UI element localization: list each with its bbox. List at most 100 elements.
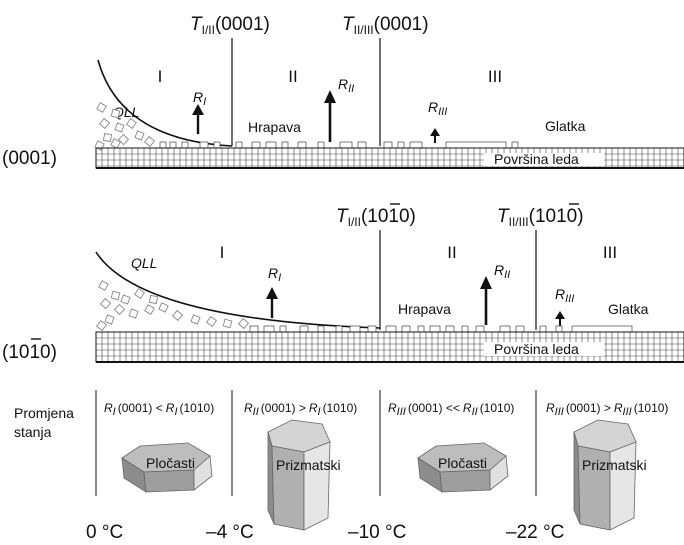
surface-step: [251, 141, 261, 149]
qll-droplet: [237, 317, 250, 330]
surface-step: [417, 325, 425, 333]
habit-crystal-prism-2: Prizmatski: [573, 419, 647, 531]
bottom-row-label: (1010): [2, 342, 57, 363]
surface-step: [349, 325, 361, 333]
surface-step: [213, 141, 221, 149]
top-arrow-r2: [324, 90, 336, 142]
habit-crystal-plate-2: Pločasti: [417, 442, 509, 493]
top-smooth-label: Glatka: [545, 118, 586, 134]
qll-droplet: [114, 122, 125, 133]
habit-row: Promjena stanja RI (0001) < RI (1010) RII (0…: [14, 390, 668, 531]
top-rate-label-3: RIII: [428, 99, 447, 118]
temperature-axis: 0 °C –4 °C –10 °C –22 °C: [86, 522, 564, 543]
habit-condition-1: RI (0001) < RI (1010): [104, 401, 214, 418]
qll-droplet: [222, 318, 233, 329]
habit-crystal-plate-1: Pločasti: [121, 442, 213, 493]
habit-label-1: Pločasti: [146, 455, 195, 471]
top-surface-label: Površina leda: [494, 151, 579, 167]
bottom-surface-steps: [249, 325, 633, 333]
surface-step: [445, 325, 455, 333]
surface-step: [265, 141, 277, 149]
surface-step: [317, 141, 325, 149]
bottom-surface-label: Površina leda: [494, 341, 579, 357]
habit-label-4: Prizmatski: [582, 457, 647, 473]
top-arrow-r1: [192, 104, 204, 134]
top-boundary-label-2: TII/III(0001): [342, 14, 429, 37]
surface-step: [445, 141, 507, 149]
qll-droplet: [96, 102, 107, 113]
surface-step: [539, 325, 547, 333]
bottom-regime-3: III: [603, 243, 617, 262]
qll-droplet: [158, 302, 169, 313]
surface-step: [181, 141, 189, 149]
top-qll-boundary: [97, 59, 233, 147]
qll-droplet: [110, 290, 121, 301]
qll-droplet: [171, 309, 184, 322]
top-rate-label-1: RI: [193, 89, 206, 108]
bottom-qll-label: QLL: [131, 255, 157, 271]
qll-droplet: [117, 133, 130, 146]
surface-step: [367, 325, 377, 333]
bottom-regime-1: I: [220, 243, 225, 262]
surface-step: [339, 141, 353, 149]
bottom-arrow-r2: [480, 276, 492, 325]
top-rate-label-2: RII: [338, 76, 354, 95]
surface-step: [511, 141, 519, 149]
qll-droplet: [128, 308, 139, 319]
top-row-label: (0001): [2, 148, 57, 169]
surface-step: [397, 141, 405, 149]
top-qll-droplets: [94, 102, 156, 151]
qll-droplet: [190, 314, 201, 325]
surface-step: [235, 141, 243, 149]
qll-droplet: [148, 294, 159, 305]
surface-step: [515, 325, 525, 333]
temperature-3: –22 °C: [506, 522, 564, 543]
surface-step: [475, 325, 485, 333]
top-regime-2: II: [288, 67, 297, 86]
qll-droplet: [110, 108, 121, 119]
top-surface-label-bg: [484, 153, 604, 166]
habit-condition-3: RIII (0001) << RII (1010): [388, 401, 514, 418]
temperature-0: 0 °C: [86, 522, 123, 543]
habit-condition-4: RIII (0001) > RIII (1010): [546, 401, 668, 418]
qll-droplet: [99, 297, 112, 310]
qll-droplet: [95, 319, 108, 332]
surface-step: [263, 325, 275, 333]
qll-droplet: [120, 294, 131, 305]
top-surface-steps: [159, 141, 519, 149]
top-regime-3: III: [488, 67, 502, 86]
habit-label-2: Prizmatski: [276, 457, 341, 473]
bottom-boundary-label-2: TII/III(1010): [497, 206, 584, 229]
top-arrow-r3: [430, 128, 440, 143]
bottom-boundary-label-1: TI/II(1010): [336, 206, 416, 229]
qll-droplet: [133, 287, 146, 300]
bottom-rate-label-3: RIII: [555, 286, 574, 305]
surface-step: [281, 141, 289, 149]
surface-step: [299, 325, 309, 333]
top-regime-1: I: [158, 67, 163, 86]
bottom-surface-label-bg: [484, 342, 604, 356]
qll-droplet: [205, 315, 218, 328]
surface-step: [199, 141, 209, 149]
habit-row-label-line2: stanja: [14, 424, 52, 440]
qll-droplet: [125, 117, 138, 130]
surface-step: [555, 325, 563, 333]
habit-crystal-prism-1: Prizmatski: [267, 419, 341, 531]
qll-droplet: [104, 314, 115, 325]
bottom-qll-droplets: [95, 280, 250, 332]
surface-step: [383, 141, 393, 149]
bottom-smooth-label: Glatka: [608, 301, 649, 317]
qll-droplet: [134, 130, 145, 141]
surface-step: [499, 325, 511, 333]
temperature-2: –10 °C: [348, 522, 406, 543]
surface-step: [429, 325, 441, 333]
surface-step: [279, 325, 287, 333]
surface-step: [249, 325, 259, 333]
habit-condition-2: RII (0001) > RI (1010): [244, 401, 357, 418]
bottom-panel: TI/II(1010) TII/III(1010) I II III QLL R…: [2, 203, 684, 363]
surface-step: [571, 325, 633, 333]
qll-droplet: [102, 132, 113, 143]
surface-step: [335, 325, 343, 333]
top-rough-label: Hrapava: [248, 119, 301, 135]
